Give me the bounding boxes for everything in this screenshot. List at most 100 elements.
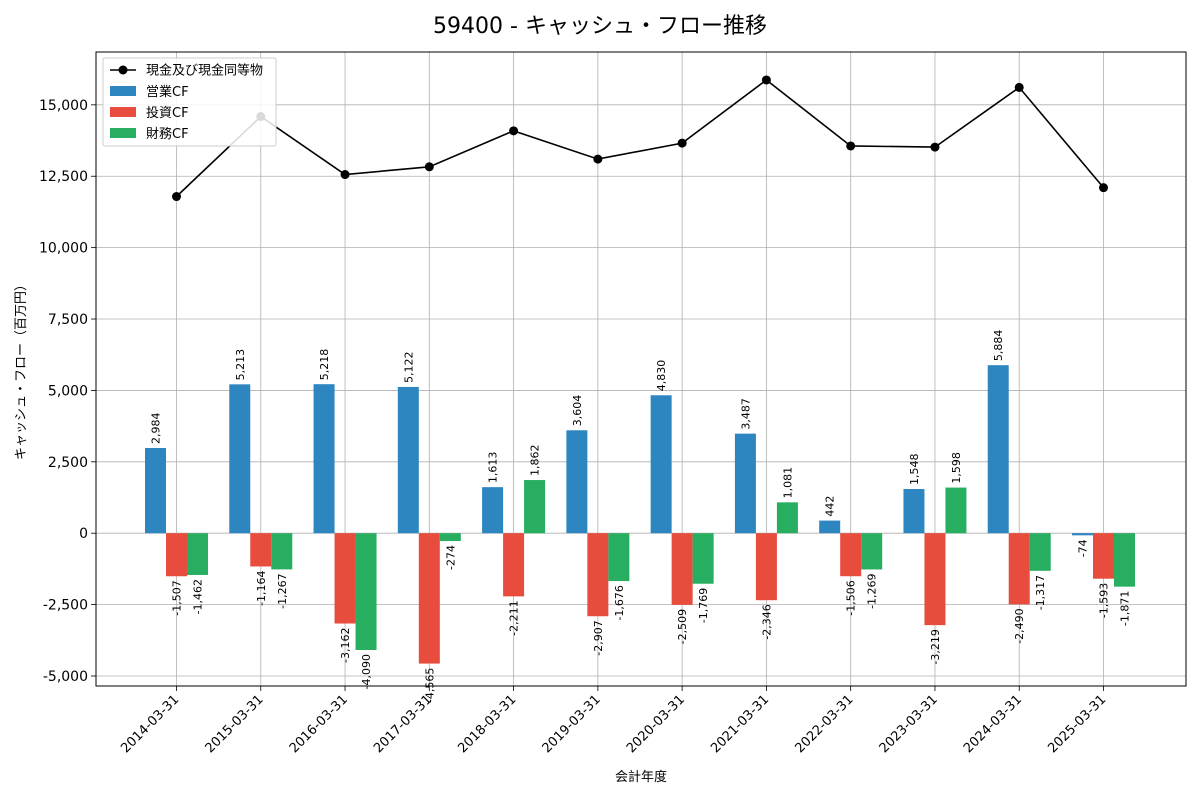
x-axis-label: 会計年度 <box>615 769 667 785</box>
legend-label-operating: 営業CF <box>146 84 189 100</box>
financing-cf-label: -274 <box>444 545 457 570</box>
operating-cf-label: 1,613 <box>487 452 500 484</box>
operating-cf-bar <box>566 430 588 534</box>
investing-cf-label: -2,907 <box>592 620 605 655</box>
investing-cf-label: -2,211 <box>508 600 521 635</box>
legend-label-cash: 現金及び現金同等物 <box>146 63 263 79</box>
x-tick-label: 2016-03-31 <box>287 692 351 756</box>
financing-cf-bar <box>776 502 798 534</box>
financing-cf-label: -1,462 <box>192 579 205 614</box>
operating-cf-label: 5,884 <box>992 330 1005 362</box>
x-tick-label: 2017-03-31 <box>371 692 435 756</box>
x-axis-ticks: 2014-03-31 2015-03-31 2016-03-31 2017-03-31… <box>118 686 1109 756</box>
investing-cf-label: -2,346 <box>760 604 773 639</box>
financing-cf-bar <box>1114 533 1135 587</box>
operating-cf-bar <box>482 487 504 534</box>
investing-cf-label: -3,219 <box>929 629 942 664</box>
x-tick-label: 2023-03-31 <box>877 692 941 756</box>
cash-equivalents-point <box>593 154 603 164</box>
legend-item-operating: 営業CF <box>110 84 189 100</box>
operating-cf-bar <box>987 365 1009 534</box>
investing-cf-label: -1,164 <box>255 570 268 605</box>
investing-cf-bar <box>418 533 440 664</box>
cash-equivalents-point <box>761 75 771 85</box>
financing-cf-bar <box>524 480 546 534</box>
legend-swatch-financing <box>110 128 136 138</box>
x-tick-label: 2025-03-31 <box>1045 692 1109 756</box>
financing-cf-label: -1,769 <box>697 588 710 623</box>
operating-cf-label: -74 <box>1077 539 1090 557</box>
financing-cf-bar <box>187 533 208 575</box>
legend-swatch-investing <box>110 107 136 117</box>
x-tick-label: 2020-03-31 <box>624 692 688 756</box>
financing-cf-label: 1,081 <box>781 467 794 499</box>
investing-cf-bar <box>250 533 272 567</box>
operating-cf-bar <box>145 447 166 534</box>
x-tick-label: 2022-03-31 <box>792 692 856 756</box>
x-tick-label: 2018-03-31 <box>455 692 519 756</box>
x-tick-label: 2024-03-31 <box>961 692 1025 756</box>
cash-equivalents-point <box>930 142 940 152</box>
cash-equivalents-line <box>175 78 1105 198</box>
investing-cf-label: -1,593 <box>1098 583 1111 618</box>
legend-swatch-operating <box>110 86 136 96</box>
operating-cf-bar <box>397 386 419 534</box>
bars-layer <box>145 365 1135 664</box>
y-axis-ticks: -5,000 -2,500 0 2,500 5,000 7,500 10,000 12,500… <box>39 98 96 685</box>
financing-cf-bar <box>861 533 883 570</box>
operating-cf-bar <box>650 395 672 534</box>
x-tick-label: 2015-03-31 <box>203 692 267 756</box>
financing-cf-label: -1,676 <box>613 585 626 620</box>
y-tick-label: 10,000 <box>39 241 88 257</box>
chart-title: 59400 - キャッシュ・フロー推移 <box>433 14 767 39</box>
financing-cf-bar <box>355 533 377 651</box>
x-tick-label: 2014-03-31 <box>118 692 182 756</box>
operating-cf-label: 5,122 <box>402 351 415 383</box>
operating-cf-bar <box>819 520 841 534</box>
y-tick-label: -5,000 <box>43 669 88 685</box>
operating-cf-label: 3,604 <box>571 395 584 427</box>
investing-cf-bar <box>166 533 187 577</box>
operating-cf-bar <box>229 384 251 534</box>
investing-cf-bar <box>1093 533 1114 579</box>
y-tick-label: 5,000 <box>48 383 88 399</box>
operating-cf-label: 5,218 <box>318 349 331 381</box>
legend-item-investing: 投資CF <box>110 105 189 121</box>
bar-labels-layer: 2,984 5,213 5,218 5,122 1,613 3,604 4,830 3,487… <box>150 330 1132 703</box>
investing-cf-bar <box>1008 533 1030 605</box>
cash-line-layer <box>172 75 1108 202</box>
investing-cf-label: -3,162 <box>339 628 352 663</box>
y-tick-label: 0 <box>79 526 88 542</box>
financing-cf-label: -1,871 <box>1119 591 1132 626</box>
cash-equivalents-point <box>1099 183 1108 193</box>
operating-cf-bar <box>903 489 925 534</box>
investing-cf-bar <box>334 533 356 624</box>
investing-cf-label: -4,565 <box>423 668 436 703</box>
cash-equivalents-point <box>677 138 687 148</box>
operating-cf-bar <box>1072 533 1093 536</box>
financing-cf-label: -4,090 <box>360 654 373 689</box>
investing-cf-bar <box>587 533 609 617</box>
legend-item-financing: 財務CF <box>110 127 189 142</box>
investing-cf-bar <box>671 533 693 605</box>
operating-cf-label: 3,487 <box>739 398 752 430</box>
cash-equivalents-point <box>509 126 519 136</box>
investing-cf-label: -1,506 <box>845 580 858 615</box>
operating-cf-bar <box>734 433 756 534</box>
investing-cf-bar <box>755 533 777 601</box>
financing-cf-label: -1,317 <box>1034 575 1047 610</box>
legend-label-financing: 財務CF <box>146 127 189 142</box>
legend-label-investing: 投資CF <box>146 105 189 121</box>
cash-equivalents-point <box>1014 82 1024 92</box>
operating-cf-bar <box>313 384 335 534</box>
plot-frame <box>95 51 1187 687</box>
legend-item-cash: 現金及び現金同等物 <box>110 63 263 79</box>
investing-cf-label: -2,490 <box>1013 608 1026 643</box>
y-tick-label: 12,500 <box>39 169 88 185</box>
cash-equivalents-point <box>340 170 350 180</box>
x-tick-label: 2019-03-31 <box>540 692 604 756</box>
operating-cf-label: 442 <box>824 496 837 517</box>
legend: 現金及び現金同等物 営業CF 投資CF 財務CF <box>102 57 277 147</box>
